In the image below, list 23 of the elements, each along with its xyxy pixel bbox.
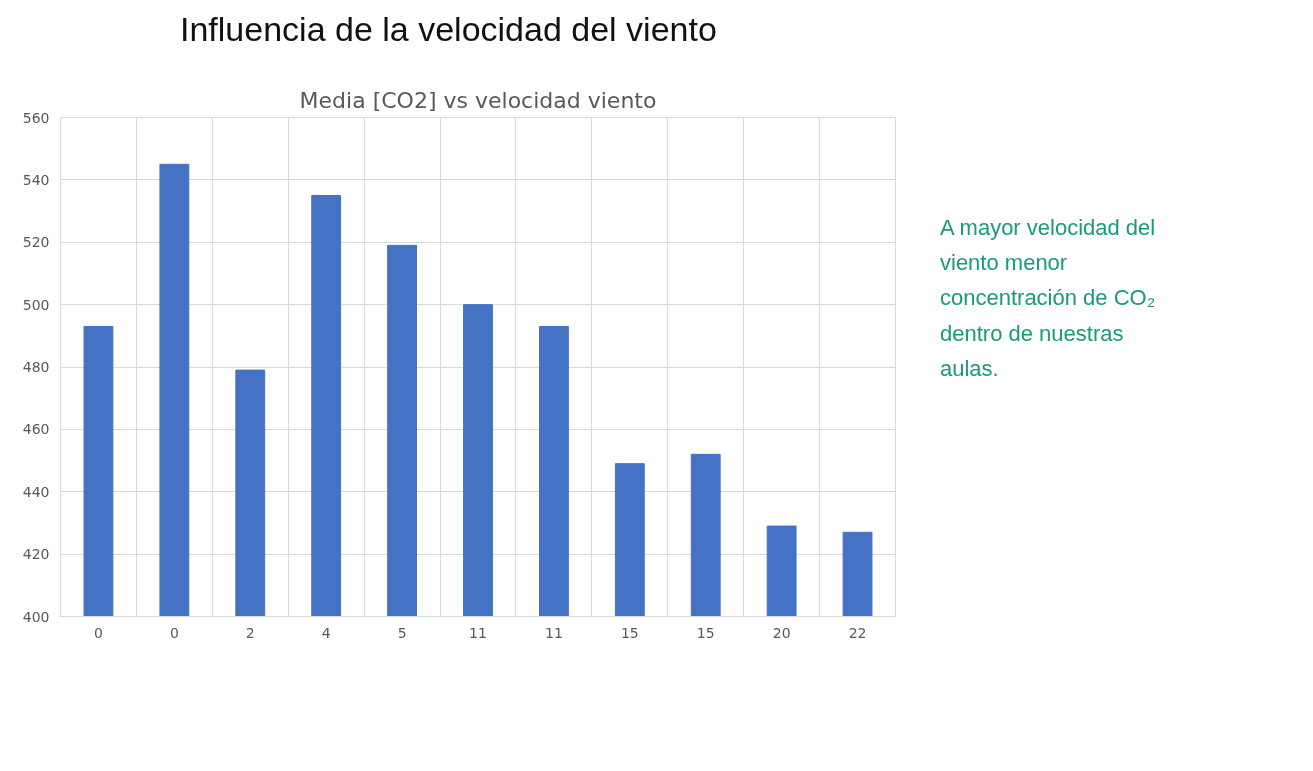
- y-tick-label: 540: [22, 171, 50, 188]
- y-tick-label: 560: [22, 109, 50, 126]
- y-tick-label: 500: [22, 296, 50, 313]
- x-tick-label: 20: [772, 624, 791, 641]
- x-tick-label: 0: [94, 624, 103, 641]
- y-tick-label: 520: [22, 234, 50, 251]
- x-tick-label: 15: [696, 624, 715, 641]
- x-tick-label: 5: [397, 624, 407, 641]
- x-tick-label: 11: [545, 624, 563, 641]
- y-tick-label: 480: [22, 359, 50, 375]
- x-tick-label: 11: [469, 624, 487, 641]
- x-tick-label: 2: [245, 624, 255, 641]
- chart-subtitle: Media [CO2] vs velocidad viento: [299, 87, 657, 113]
- x-tick-label: 0: [169, 624, 179, 641]
- y-tick-label: 460: [22, 421, 50, 438]
- x-tick-label: 22: [848, 624, 867, 641]
- x-tick-label: 15: [620, 624, 639, 641]
- y-tick-label: 420: [22, 546, 50, 563]
- chart-title: Influencia de la velocidad del viento: [180, 9, 717, 50]
- y-tick-label: 400: [22, 608, 50, 625]
- x-tick-label: 4: [321, 624, 331, 641]
- y-tick-label: 440: [22, 483, 50, 500]
- text: A mayor velocidad del viento menor concentración de CO₂ dentro de nuestras aulas.: [940, 214, 1157, 383]
